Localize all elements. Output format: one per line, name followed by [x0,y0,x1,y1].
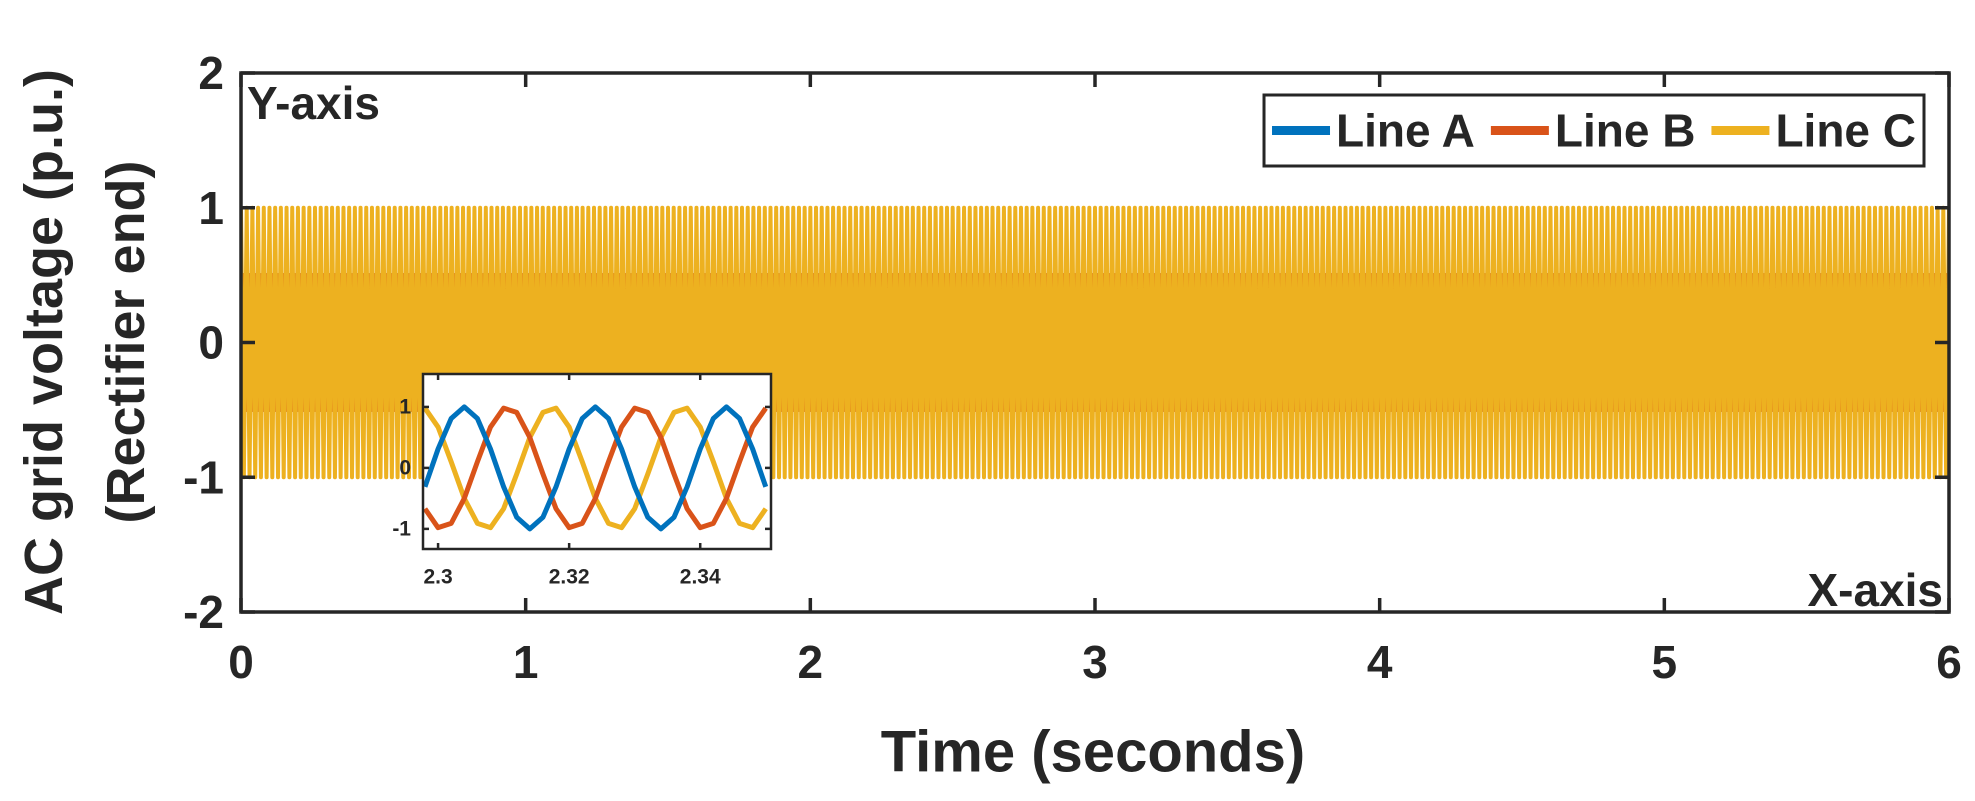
y-tick-label: 0 [399,456,411,479]
y-tick-label: 1 [399,395,411,418]
plot [423,404,769,532]
chart: 2.3 2.32 2.34 -1 0 1 [392,372,773,589]
y-tick-label: -2 [183,586,224,638]
y-tick-label: 2 [198,47,224,99]
legend-label: Line A [1336,105,1475,157]
x-tick-label: 2 [798,636,824,688]
x-axis-label: Time (seconds) [881,720,1305,785]
annotation: Y-axis [247,77,380,129]
x-tick-label: 0 [228,636,254,688]
x-tick-label: 5 [1652,636,1678,688]
series-line [423,404,769,532]
y-tick-label: -1 [392,517,411,540]
y-tick-label: -1 [183,451,224,503]
x-tick-label: 1 [513,636,539,688]
x-tick-label: 2.32 [549,566,590,589]
y-tick-label: 0 [198,317,224,369]
annotation: X-axis [1807,564,1943,616]
legend-label: Line C [1775,105,1916,157]
y-axis-label: AC grid voltage (p.u.) [14,69,74,615]
series-line [241,205,1949,480]
x-tick-label: 2.34 [680,566,721,589]
legend-label: Line B [1555,105,1696,157]
chart: 0 1 2 3 4 5 6 -2 -1 0 1 2 Time (seconds) AC grid volt… [14,47,1962,785]
axes-box [421,372,773,551]
x-tick-label: 3 [1082,636,1108,688]
x-tick-label: 4 [1367,636,1393,688]
x-tick-label: 2.3 [423,566,452,589]
x-tick-label: 6 [1936,636,1962,688]
legend-box [1262,93,1926,168]
series-line [423,405,768,531]
y-axis-label: (Rectifier end) [96,160,156,523]
legend: Line A Line B Line C [1262,93,1926,168]
y-tick-label: 1 [198,182,224,234]
